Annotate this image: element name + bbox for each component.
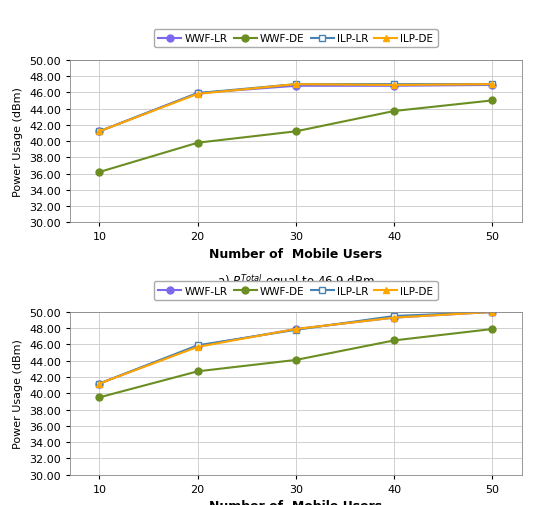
- Legend: WWF-LR, WWF-DE, ILP-LR, ILP-DE: WWF-LR, WWF-DE, ILP-LR, ILP-DE: [154, 30, 437, 48]
- X-axis label: Number of  Mobile Users: Number of Mobile Users: [209, 247, 383, 261]
- Text: a) $P_m^{Total}$ equal to 46.9 dBm: a) $P_m^{Total}$ equal to 46.9 dBm: [217, 272, 375, 291]
- Y-axis label: Power Usage (dBm): Power Usage (dBm): [13, 87, 24, 196]
- Y-axis label: Power Usage (dBm): Power Usage (dBm): [13, 339, 24, 448]
- X-axis label: Number of  Mobile Users: Number of Mobile Users: [209, 499, 383, 505]
- Legend: WWF-LR, WWF-DE, ILP-LR, ILP-DE: WWF-LR, WWF-DE, ILP-LR, ILP-DE: [154, 282, 437, 300]
